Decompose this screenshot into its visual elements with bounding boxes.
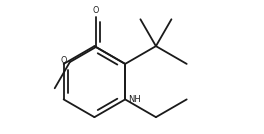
- Text: O: O: [93, 6, 99, 15]
- Text: NH: NH: [128, 95, 140, 104]
- Text: O: O: [61, 56, 67, 65]
